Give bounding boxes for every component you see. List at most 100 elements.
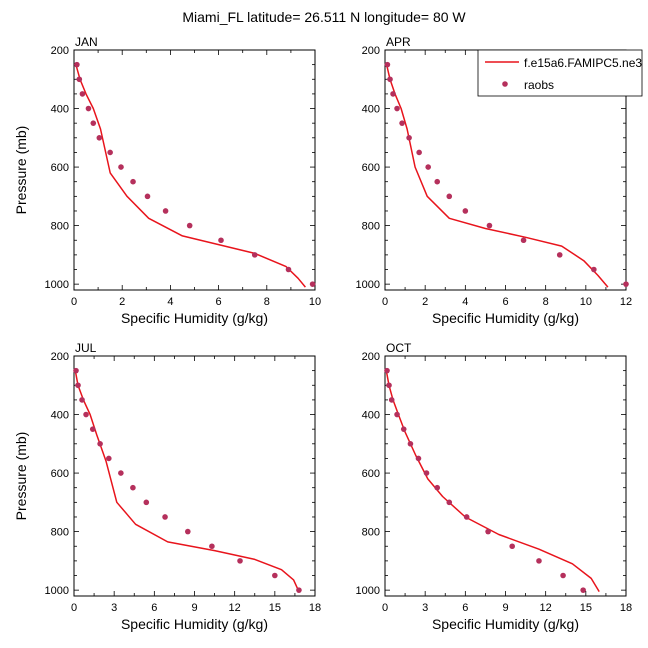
y-tick-label: 1000 bbox=[45, 279, 69, 291]
x-tick-label: 18 bbox=[309, 602, 321, 614]
legend: f.e15a6.FAMIPC5.ne3 raobs bbox=[477, 49, 643, 97]
y-tick-label: 1000 bbox=[356, 279, 380, 291]
y-tick-label: 200 bbox=[362, 45, 380, 57]
obs-point bbox=[143, 499, 150, 506]
x-axis-label: Specific Humidity (g/kg) bbox=[121, 310, 268, 326]
x-tick-label: 6 bbox=[151, 602, 157, 614]
obs-point bbox=[463, 514, 470, 520]
obs-point bbox=[296, 587, 302, 593]
model-profile-line bbox=[385, 370, 600, 592]
x-tick-label: 18 bbox=[620, 602, 632, 614]
obs-point bbox=[446, 499, 453, 506]
obs-point bbox=[237, 558, 243, 564]
obs-point bbox=[272, 572, 278, 579]
x-tick-label: 12 bbox=[540, 602, 552, 614]
obs-point bbox=[388, 397, 395, 403]
x-tick-label: 4 bbox=[462, 296, 468, 308]
y-tick-label: 600 bbox=[362, 468, 380, 480]
x-tick-label: 0 bbox=[382, 296, 388, 308]
y-tick-label: 800 bbox=[362, 527, 380, 539]
obs-point bbox=[118, 470, 124, 476]
x-axis-label: Specific Humidity (g/kg) bbox=[121, 616, 268, 632]
x-tick-label: 0 bbox=[382, 602, 388, 614]
x-tick-label: 3 bbox=[111, 602, 117, 614]
obs-point bbox=[384, 61, 391, 68]
plot-frame bbox=[384, 355, 627, 597]
x-tick-label: 15 bbox=[269, 602, 281, 614]
y-tick-label: 200 bbox=[51, 45, 69, 57]
model-profile-line bbox=[385, 64, 609, 288]
panel-label: OCT bbox=[386, 341, 412, 355]
obs-point bbox=[384, 367, 390, 374]
obs-point bbox=[85, 105, 92, 112]
obs-point bbox=[89, 426, 96, 432]
obs-point bbox=[90, 120, 97, 126]
obs-point bbox=[186, 222, 193, 229]
x-tick-label: 3 bbox=[422, 602, 428, 614]
x-tick-label: 4 bbox=[167, 296, 173, 308]
x-tick-label: 10 bbox=[309, 296, 321, 308]
x-tick-label: 6 bbox=[502, 296, 508, 308]
obs-point bbox=[162, 208, 169, 214]
obs-point bbox=[386, 382, 392, 389]
obs-point bbox=[79, 397, 85, 403]
model-profile-line bbox=[75, 64, 306, 288]
obs-point bbox=[423, 470, 430, 476]
y-axis-label: Pressure (mb) bbox=[13, 432, 29, 521]
obs-point bbox=[434, 484, 441, 491]
y-tick-label: 800 bbox=[362, 221, 380, 233]
panel-label: JUL bbox=[75, 341, 97, 355]
x-tick-label: 8 bbox=[264, 296, 270, 308]
obs-point bbox=[118, 164, 124, 170]
obs-point bbox=[425, 164, 431, 170]
x-tick-label: 0 bbox=[71, 296, 77, 308]
y-tick-label: 200 bbox=[51, 351, 69, 363]
obs-point bbox=[556, 252, 563, 258]
panel-label: APR bbox=[386, 35, 411, 49]
obs-point bbox=[309, 281, 316, 287]
panel-oct: 0 3 6 9 12 15 18 200 400 600 800 1000 OCT Specific Hu… bbox=[356, 341, 633, 632]
obs-point bbox=[446, 193, 453, 200]
obs-point bbox=[536, 558, 542, 564]
x-axis-label: Specific Humidity (g/kg) bbox=[432, 310, 579, 326]
x-tick-label: 8 bbox=[543, 296, 549, 308]
legend-box bbox=[477, 49, 643, 97]
obs-point bbox=[74, 61, 80, 68]
obs-point bbox=[387, 76, 393, 83]
obs-point bbox=[407, 441, 414, 447]
panel-jul: 0 3 6 9 12 15 18 200 400 600 800 1000 JUL Specific Hu… bbox=[13, 341, 321, 632]
legend-obs-marker-icon bbox=[502, 81, 508, 87]
figure-title: Miami_FL latitude= 26.511 N longitude= 8… bbox=[182, 9, 466, 25]
y-tick-label: 1000 bbox=[356, 585, 380, 597]
x-tick-label: 15 bbox=[580, 602, 592, 614]
obs-point bbox=[96, 135, 103, 141]
obs-point bbox=[390, 91, 396, 97]
obs-point bbox=[75, 382, 81, 389]
obs-point bbox=[130, 178, 136, 185]
y-tick-label: 400 bbox=[362, 104, 380, 116]
x-tick-label: 2 bbox=[119, 296, 125, 308]
obs-point bbox=[415, 455, 422, 462]
obs-point bbox=[394, 411, 400, 418]
obs-point bbox=[285, 266, 292, 273]
x-tick-label: 0 bbox=[71, 602, 77, 614]
x-tick-label: 12 bbox=[620, 296, 632, 308]
y-tick-label: 600 bbox=[362, 162, 380, 174]
x-tick-label: 12 bbox=[229, 602, 241, 614]
obs-point bbox=[520, 237, 527, 244]
obs-point bbox=[107, 149, 113, 156]
obs-point bbox=[83, 411, 89, 418]
obs-point bbox=[394, 105, 400, 112]
x-tick-label: 6 bbox=[462, 602, 468, 614]
obs-point bbox=[218, 237, 224, 244]
y-tick-label: 400 bbox=[51, 104, 69, 116]
model-profile-line bbox=[74, 370, 300, 592]
obs-point bbox=[73, 367, 79, 374]
x-tick-label: 9 bbox=[502, 602, 508, 614]
obs-point bbox=[486, 222, 493, 229]
y-axis-label: Pressure (mb) bbox=[13, 126, 29, 215]
obs-point bbox=[185, 528, 191, 535]
obs-point bbox=[580, 587, 586, 593]
